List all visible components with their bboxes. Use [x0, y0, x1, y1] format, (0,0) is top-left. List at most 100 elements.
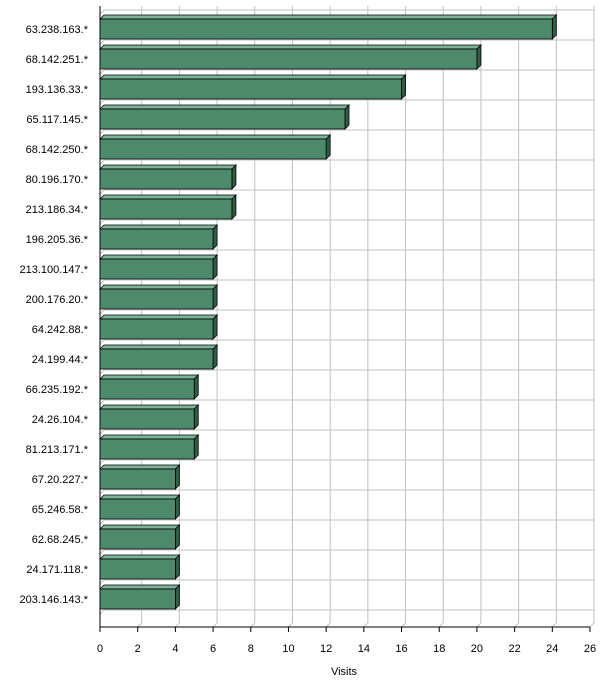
grid-wall-line	[99, 279, 105, 285]
bar-front-face	[99, 108, 346, 130]
grid-wall-line	[99, 309, 105, 315]
category-label: 68.142.250.*	[26, 144, 89, 156]
bar	[99, 254, 219, 280]
bar-side-face	[212, 314, 218, 340]
category-labels: 63.238.163.* 68.142.251.* 193.136.33.* 65.1…	[19, 24, 88, 606]
bar-side-face	[401, 74, 406, 100]
bar-top-face	[99, 254, 219, 260]
bar-front-face	[99, 588, 176, 610]
bar	[99, 494, 181, 520]
grid-floor-line	[401, 622, 406, 628]
bar-top-face	[99, 194, 237, 200]
bar-front-face	[99, 288, 214, 310]
category-label: 62.68.245.*	[32, 534, 89, 546]
category-label: 200.176.20.*	[26, 294, 89, 306]
bar-top-face	[99, 284, 219, 290]
category-label: 213.100.147.*	[19, 264, 88, 276]
x-tick-label: 2	[135, 643, 141, 655]
grid-wall-line	[99, 609, 105, 615]
grid-floor-line	[363, 622, 369, 628]
category-label: 65.117.145.*	[26, 114, 88, 126]
bar-front-face	[99, 528, 176, 550]
bar-side-face	[174, 584, 180, 610]
bar-front-face	[99, 558, 176, 580]
bar-front-face	[99, 18, 553, 40]
bar-side-face	[212, 254, 218, 280]
category-label: 213.186.34.*	[26, 204, 89, 216]
bar-side-face	[231, 164, 237, 190]
bar-side-face	[212, 344, 218, 370]
bar	[99, 374, 200, 400]
grid-wall-line	[99, 159, 105, 165]
category-label: 67.20.227.*	[32, 474, 89, 486]
grid-wall-line	[99, 579, 105, 585]
x-tick-label: 22	[508, 643, 520, 655]
grid-wall-line	[99, 69, 105, 75]
grid-floor-line	[325, 622, 331, 628]
grid-wall-line	[99, 369, 105, 375]
bar	[99, 224, 219, 250]
grid-wall-line	[99, 429, 105, 435]
grid-wall-line	[99, 99, 105, 105]
x-tick-label: 12	[320, 643, 332, 655]
bar-side-face	[476, 44, 482, 70]
bar-front-face	[99, 378, 195, 400]
grid-floor-line	[438, 622, 444, 628]
bar-side-face	[174, 554, 180, 580]
bar-top-face	[99, 134, 332, 140]
bar	[99, 14, 558, 40]
bar-top-face	[99, 224, 219, 230]
x-tick-label: 14	[358, 643, 370, 655]
bar	[99, 314, 219, 340]
bar-top-face	[99, 344, 219, 350]
grid-wall-line	[99, 519, 105, 525]
category-label: 81.213.171.*	[26, 444, 89, 456]
bar-front-face	[99, 348, 214, 370]
bar	[99, 74, 407, 100]
category-label: 24.171.118.*	[26, 564, 88, 576]
bar	[99, 194, 237, 220]
x-tick-label: 16	[395, 643, 407, 655]
category-label: 68.142.251.*	[26, 54, 89, 66]
x-axis-title: Visits	[331, 666, 358, 678]
bar-top-face	[99, 554, 181, 560]
category-label: 64.242.88.*	[32, 324, 89, 336]
grid-wall-line	[99, 459, 105, 465]
bar-top-face	[99, 164, 237, 170]
x-tick-label: 26	[584, 643, 596, 655]
x-tick-label: 0	[97, 643, 103, 655]
bar	[99, 134, 332, 160]
x-tick-label: 24	[546, 643, 558, 655]
grid-wall-line	[99, 39, 105, 45]
x-tick-label: 20	[471, 643, 483, 655]
category-label: 196.205.36.*	[26, 234, 89, 246]
bar	[99, 344, 219, 370]
grid-wall-line	[99, 399, 105, 405]
grid-floor-line	[551, 622, 557, 628]
bar-side-face	[212, 284, 218, 310]
category-label: 24.199.44.*	[32, 354, 89, 366]
bar-side-face	[193, 434, 199, 460]
grid-wall-line	[99, 189, 105, 195]
bar-top-face	[99, 44, 482, 50]
bar-front-face	[99, 468, 176, 490]
bar-front-face	[99, 318, 214, 340]
bar-side-face	[551, 14, 557, 40]
category-label: 80.196.170.*	[26, 174, 89, 186]
bar-side-face	[231, 194, 237, 220]
bar	[99, 104, 350, 130]
bar-front-face	[99, 138, 327, 160]
bar-top-face	[99, 14, 558, 20]
bar-front-face	[99, 408, 195, 430]
bar	[99, 404, 200, 430]
category-label: 203.146.143.*	[19, 594, 88, 606]
bar-front-face	[99, 78, 402, 100]
grid-floor-line	[589, 622, 595, 628]
bar-side-face	[193, 374, 199, 400]
grid-wall-line	[99, 249, 105, 255]
category-label: 65.246.58.*	[32, 504, 89, 516]
bar-front-face	[99, 498, 176, 520]
x-tick-label: 8	[248, 643, 254, 655]
bar-top-face	[99, 464, 181, 470]
